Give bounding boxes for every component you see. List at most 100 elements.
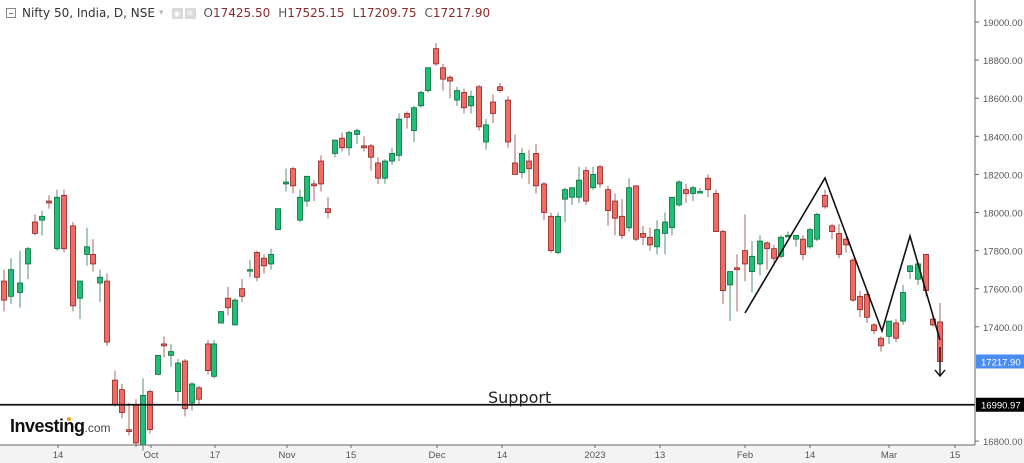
- candle: [70, 222, 76, 312]
- candle-body: [886, 320, 892, 337]
- time-tick-label: 2023: [584, 450, 605, 461]
- candle: [640, 225, 646, 245]
- candle-body: [339, 137, 345, 149]
- candle-body: [836, 233, 842, 255]
- candle-body: [175, 362, 181, 392]
- candle: [907, 265, 913, 280]
- time-tick-label: 15: [950, 450, 961, 461]
- candle-body: [275, 208, 281, 231]
- candle: [619, 199, 625, 240]
- candle-body: [569, 187, 575, 198]
- open-value: O17425.50: [203, 6, 271, 20]
- candle: [254, 250, 260, 282]
- logo-dot: [67, 417, 71, 421]
- candle-body: [857, 295, 863, 311]
- candle: [225, 286, 231, 316]
- candle: [626, 178, 632, 232]
- candle-body: [814, 214, 820, 240]
- candle: [454, 86, 460, 106]
- candle-body: [290, 168, 296, 187]
- gear-icon[interactable]: ✲: [184, 7, 196, 19]
- candle-body: [196, 387, 202, 400]
- candle-body: [304, 175, 310, 202]
- eye-icon[interactable]: ◉: [171, 7, 183, 19]
- candle: [104, 273, 110, 346]
- candle-body: [612, 200, 618, 219]
- candle: [311, 180, 317, 202]
- candle-body: [104, 280, 110, 343]
- candle-body: [720, 231, 726, 292]
- candle: [822, 189, 828, 209]
- candle: [864, 292, 870, 323]
- candle-body: [764, 242, 770, 250]
- candle: [447, 75, 453, 99]
- candle: [25, 246, 31, 280]
- candle-body: [864, 294, 870, 318]
- candle: [612, 193, 618, 236]
- time-tick-label: 15: [346, 450, 357, 461]
- candle: [247, 260, 253, 278]
- price-tick-label: 17800.00: [983, 247, 1023, 258]
- price-tick-label: 17400.00: [983, 323, 1023, 334]
- candle: [1, 269, 7, 312]
- candle-body: [239, 288, 245, 297]
- candle-body: [850, 259, 856, 301]
- candle: [720, 229, 726, 304]
- candle: [490, 94, 496, 123]
- symbol-label[interactable]: Nifty 50, India, D, NSE: [22, 6, 155, 20]
- collapse-icon[interactable]: [6, 8, 16, 18]
- candle: [597, 164, 603, 188]
- price-tick-label: 18400.00: [983, 132, 1023, 143]
- time-tick-label: 17: [210, 450, 221, 461]
- candle: [548, 212, 554, 253]
- candle-body: [112, 379, 118, 406]
- candle-body: [590, 173, 596, 189]
- candle: [683, 183, 689, 203]
- candle-body: [555, 215, 561, 253]
- candle: [533, 143, 539, 194]
- candle: [61, 189, 67, 253]
- candle-body: [793, 234, 799, 240]
- ohlc-values: O17425.50 H17525.15 L17209.75 C17217.90: [204, 6, 491, 20]
- candle: [505, 96, 511, 148]
- candle-body: [749, 255, 755, 272]
- candle-body: [318, 160, 324, 185]
- candle-body: [268, 254, 274, 265]
- candle: [886, 320, 892, 344]
- candle: [771, 244, 777, 266]
- candle: [375, 157, 381, 184]
- candle: [541, 182, 547, 221]
- candle-body: [440, 67, 446, 80]
- candle-body: [548, 215, 554, 251]
- pattern-drawings[interactable]: [0, 176, 975, 406]
- candle-body: [468, 95, 474, 107]
- candle: [878, 336, 884, 352]
- time-tick-label: Dec: [429, 450, 446, 461]
- time-tick-label: Mar: [881, 450, 897, 461]
- candle-body: [771, 248, 777, 259]
- candle-body: [505, 99, 511, 143]
- candle-body: [411, 107, 417, 131]
- candle-body: [70, 225, 76, 307]
- price-tick-label: 18800.00: [983, 56, 1023, 67]
- price-axis[interactable]: 19000.00 18800.00 18600.00 18400.00 18200.00…: [974, 0, 1024, 448]
- candle: [140, 378, 146, 451]
- candle-body: [476, 86, 482, 128]
- time-axis[interactable]: 14 Oct 17 Nov 15 Dec 14 2023 13 Feb 14 Mar 15: [0, 444, 975, 461]
- pattern-trendlines[interactable]: [744, 176, 941, 341]
- chevron-down-icon[interactable]: ▾: [158, 8, 164, 18]
- price-tick-label: 18200.00: [983, 170, 1023, 181]
- candle-body: [133, 404, 139, 444]
- candle: [807, 227, 813, 249]
- candle: [433, 42, 439, 66]
- candle-body: [361, 145, 367, 149]
- time-tick-label: 13: [655, 450, 666, 461]
- candle: [829, 223, 835, 240]
- candle-body: [32, 221, 38, 234]
- candle: [734, 254, 740, 312]
- candle-body: [800, 238, 806, 255]
- candle: [332, 139, 338, 158]
- candle-body: [541, 183, 547, 213]
- candle: [90, 239, 96, 272]
